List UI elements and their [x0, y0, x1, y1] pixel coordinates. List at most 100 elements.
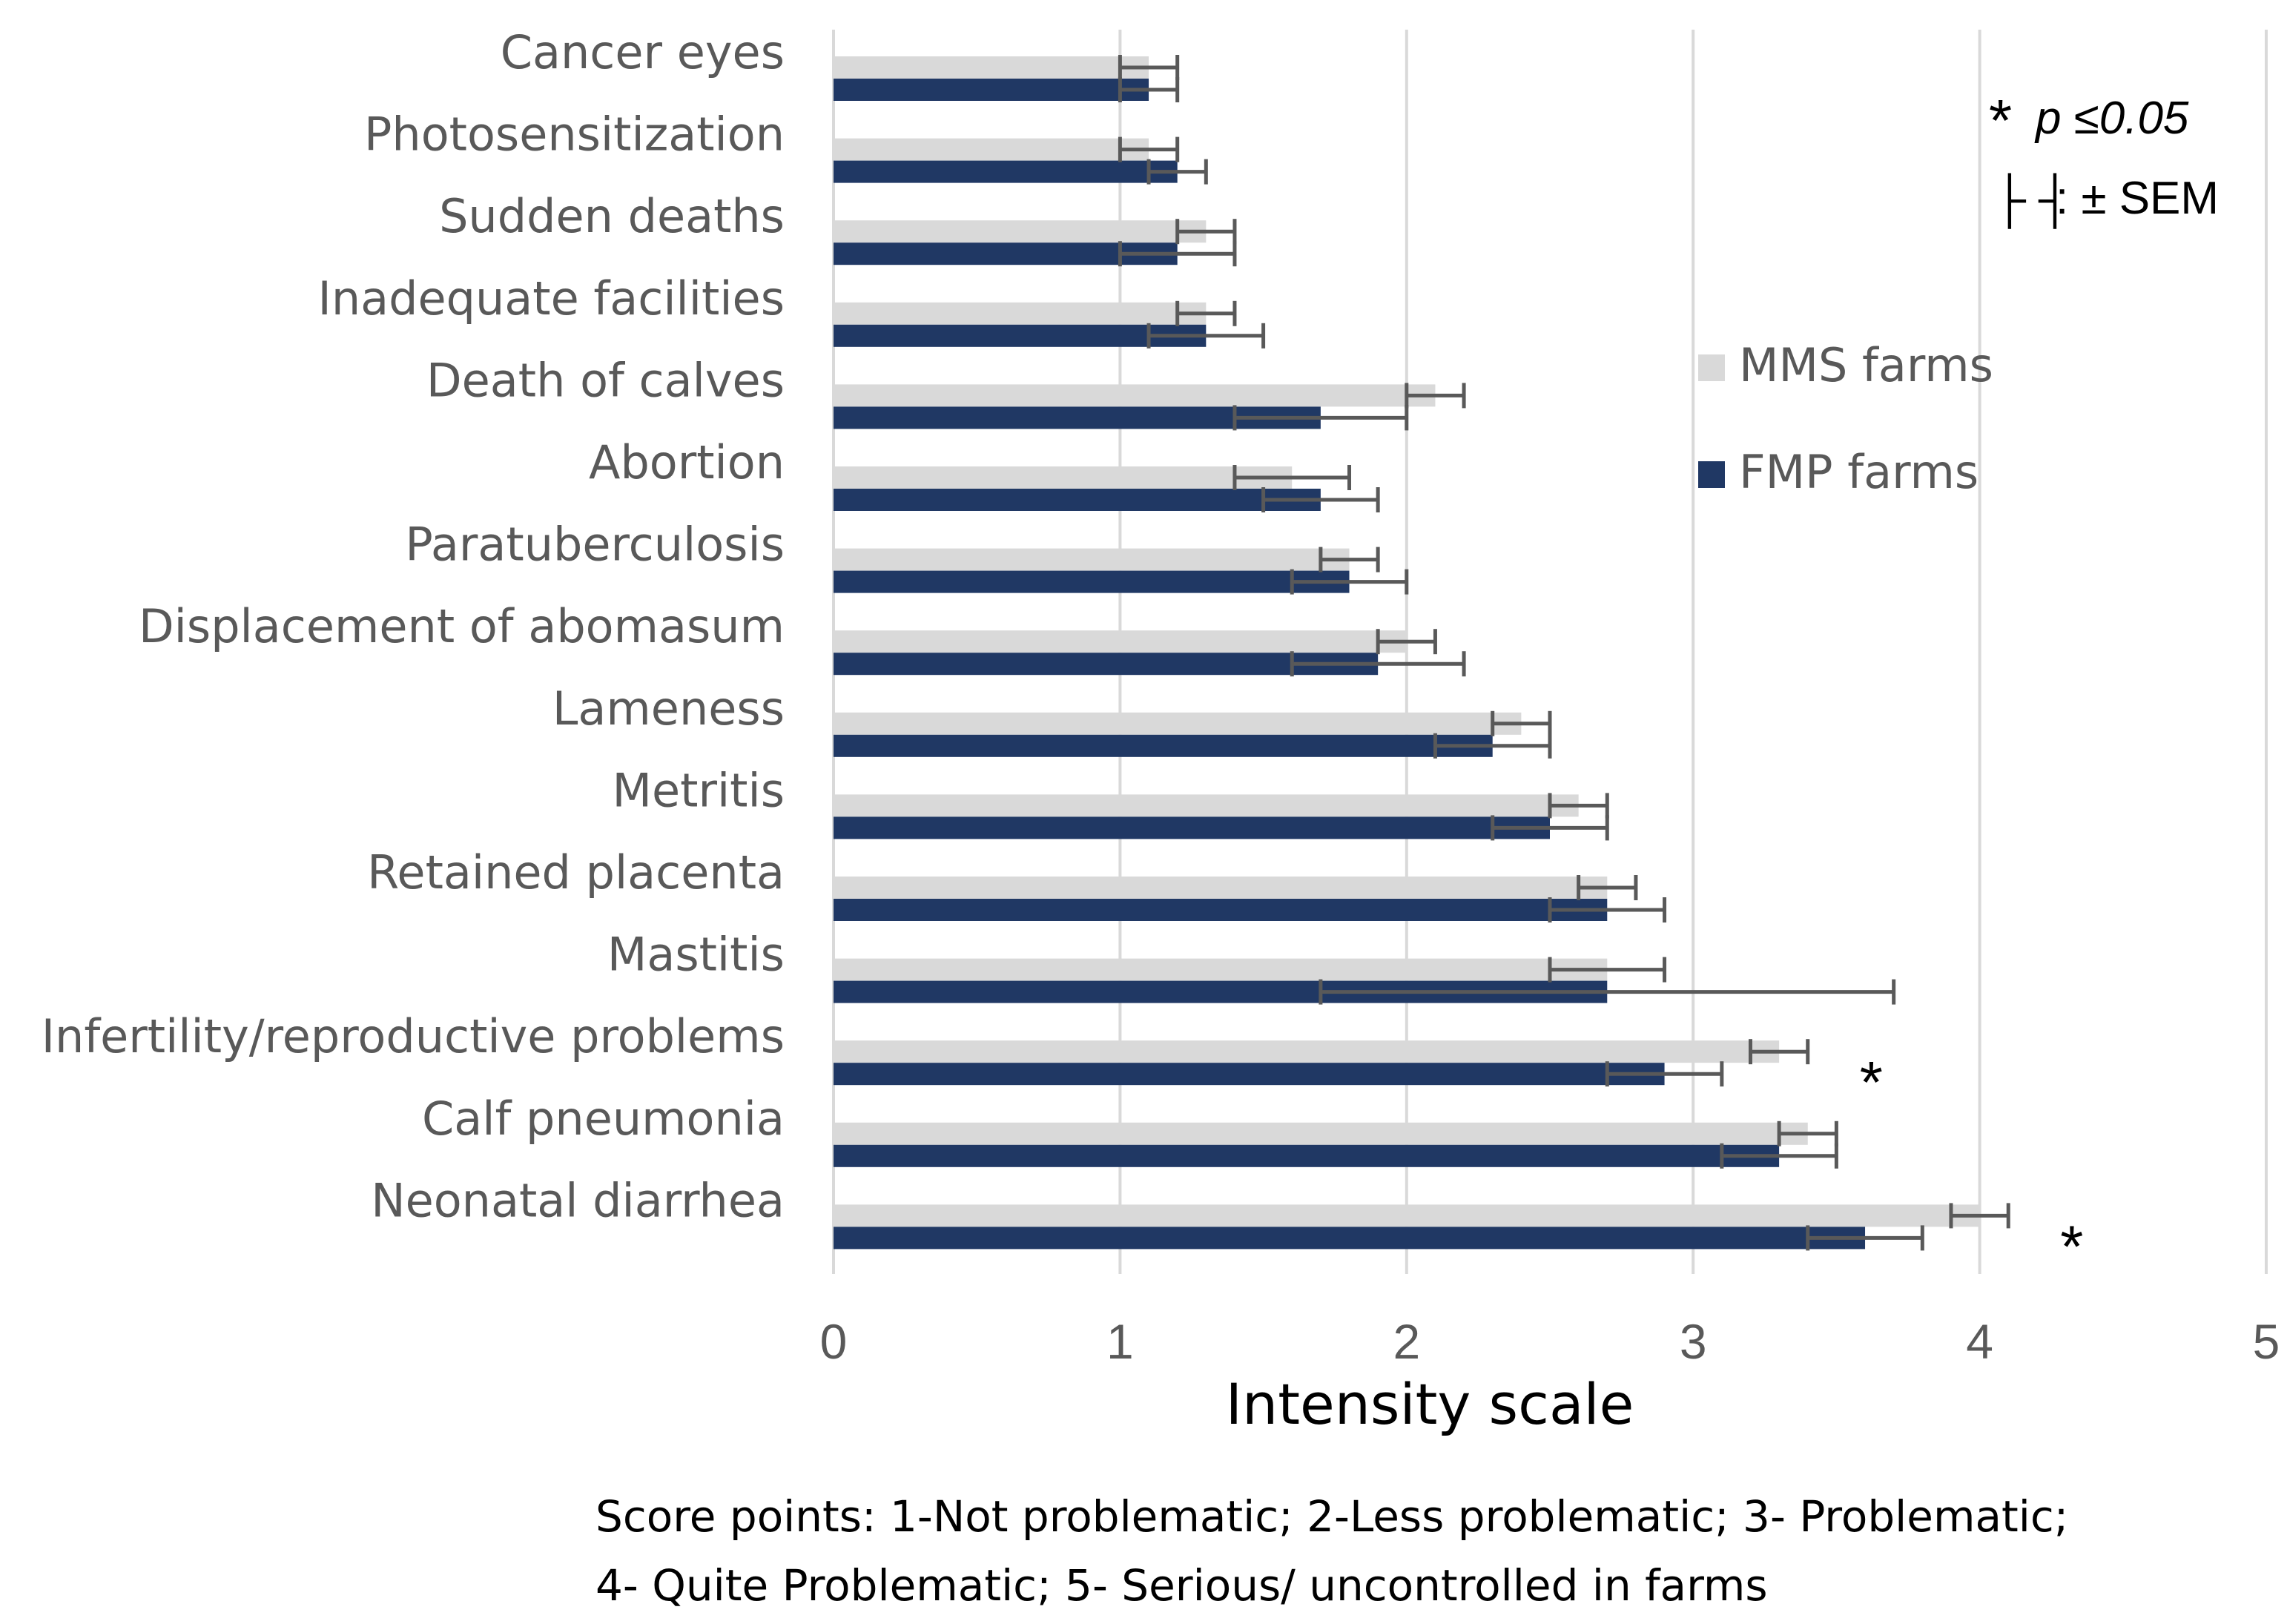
bar-mms-retained-placenta: [834, 877, 1608, 899]
error-bar-mms-mastitis: [1548, 957, 1667, 983]
bar-fmp-metritis: [834, 816, 1550, 839]
bar-mms-death-of-calves: [834, 384, 1436, 407]
x-axis-title: Intensity scale: [1226, 1371, 1634, 1437]
p-star: *: [1989, 88, 2012, 154]
error-bar-mms-death-of-calves: [1405, 383, 1466, 409]
error-bar-fmp-paratuberculosis: [1290, 569, 1409, 595]
error-bar-fmp-retained-placenta: [1548, 897, 1667, 922]
error-bar-mms-calf-pneumonia: [1777, 1120, 1838, 1146]
bar-fmp-infertility-reproductive-problems: [834, 1063, 1665, 1086]
error-bar-mms-retained-placenta: [1577, 875, 1638, 900]
category-label-paratuberculosis: Paratuberculosis: [405, 518, 785, 572]
error-bar-fmp-metritis: [1491, 815, 1609, 841]
error-bar-mms-neonatal-diarrhea: [1949, 1203, 2010, 1229]
x-tick-0: 0: [820, 1314, 848, 1369]
category-label-photosensitization: Photosensitization: [364, 108, 785, 162]
bar-mms-paratuberculosis: [834, 548, 1350, 571]
bar-fmp-abortion: [834, 489, 1321, 511]
significance-star-infertility-reproductive-problems: *: [1860, 1049, 1883, 1115]
x-tick-labels: 0 1 2 3 4 5: [820, 1314, 2280, 1369]
category-label-inadequate-facilities: Inadequate facilities: [318, 271, 785, 326]
x-tick-1: 1: [1106, 1314, 1134, 1369]
significance-annotation: * p ≤0.05 ├ ┤ : ± SEM: [1989, 88, 2219, 229]
legend-swatch-fmp: [1698, 461, 1725, 488]
error-bar-mms-abortion: [1232, 465, 1352, 490]
bar-fmp-lameness: [834, 734, 1493, 757]
bar-fmp-displacement-of-abomasum: [834, 653, 1379, 676]
bar-fmp-calf-pneumonia: [834, 1144, 1780, 1167]
significance-markers: **: [1860, 1049, 2084, 1279]
x-tick-3: 3: [1680, 1314, 1707, 1369]
bar-mms-abortion: [834, 466, 1293, 489]
category-label-retained-placenta: Retained placenta: [367, 845, 785, 900]
footnote-line-1: Score points: 1-Not problematic; 2-Less …: [595, 1491, 2068, 1542]
bar-mms-lameness: [834, 712, 1522, 735]
legend: MMS farms FMP farms: [1698, 338, 1993, 499]
x-tick-5: 5: [2253, 1314, 2280, 1369]
error-bar-mms-lameness: [1491, 710, 1552, 736]
error-bar-fmp-sudden-deaths: [1118, 241, 1237, 267]
legend-label-fmp: FMP farms: [1739, 445, 1979, 499]
error-bar-mms-paratuberculosis: [1319, 547, 1380, 572]
error-bar-fmp-mastitis: [1319, 979, 1896, 1005]
error-bar-fmp-displacement-of-abomasum: [1290, 651, 1466, 677]
bar-mms-sudden-deaths: [834, 220, 1207, 243]
x-tick-2: 2: [1393, 1314, 1420, 1369]
bar-mms-metritis: [834, 794, 1579, 817]
error-bar-mms-cancer-eyes: [1118, 55, 1180, 80]
bar-fmp-neonatal-diarrhea: [834, 1227, 1866, 1250]
bar-mms-displacement-of-abomasum: [834, 630, 1407, 653]
significance-star-neonatal-diarrhea: *: [2060, 1213, 2083, 1279]
bar-mms-inadequate-facilities: [834, 302, 1207, 325]
category-label-neonatal-diarrhea: Neonatal diarrhea: [371, 1173, 785, 1227]
error-bar-fmp-abortion: [1261, 487, 1380, 512]
error-bar-mms-metritis: [1548, 793, 1609, 819]
bar-fmp-photosensitization: [834, 160, 1178, 183]
category-label-death-of-calves: Death of calves: [426, 353, 785, 407]
p-label: p ≤0.05: [2034, 93, 2189, 144]
error-bar-fmp-inadequate-facilities: [1146, 323, 1266, 349]
category-label-displacement-of-abomasum: Displacement of abomasum: [139, 599, 785, 653]
bar-mms-photosensitization: [834, 138, 1149, 161]
sem-symbol: ├ ┤: [1993, 173, 2071, 229]
bar-mms-mastitis: [834, 958, 1608, 981]
error-bar-fmp-photosensitization: [1146, 159, 1208, 185]
category-label-calf-pneumonia: Calf pneumonia: [422, 1092, 785, 1146]
bars-layer: [834, 56, 1980, 1250]
bar-fmp-paratuberculosis: [834, 570, 1350, 593]
error-bar-fmp-calf-pneumonia: [1720, 1143, 1838, 1169]
error-bars-layer: [1118, 55, 2010, 1251]
error-bar-fmp-infertility-reproductive-problems: [1605, 1061, 1724, 1087]
bar-mms-calf-pneumonia: [834, 1122, 1808, 1145]
bar-fmp-inadequate-facilities: [834, 324, 1207, 347]
error-bar-mms-displacement-of-abomasum: [1376, 629, 1437, 655]
category-label-infertility-reproductive-problems: Infertility/reproductive problems: [42, 1009, 785, 1063]
error-bar-fmp-lameness: [1433, 733, 1552, 759]
sem-label: : ± SEM: [2056, 173, 2219, 224]
error-bar-fmp-death-of-calves: [1232, 405, 1409, 431]
bar-mms-cancer-eyes: [834, 56, 1149, 79]
error-bar-mms-infertility-reproductive-problems: [1748, 1039, 1810, 1065]
category-label-cancer-eyes: Cancer eyes: [501, 25, 785, 79]
legend-label-mms: MMS farms: [1739, 338, 1993, 392]
error-bar-mms-photosensitization: [1118, 136, 1180, 162]
bar-fmp-cancer-eyes: [834, 79, 1149, 101]
error-bar-mms-inadequate-facilities: [1175, 300, 1237, 326]
category-label-abortion: Abortion: [589, 435, 785, 489]
x-tick-4: 4: [1966, 1314, 1993, 1369]
bar-fmp-retained-placenta: [834, 899, 1608, 921]
error-bar-fmp-neonatal-diarrhea: [1806, 1225, 1924, 1251]
legend-swatch-mms: [1698, 354, 1725, 381]
category-labels: Cancer eyes Photosensitization Sudden deat…: [42, 25, 785, 1227]
error-bar-fmp-cancer-eyes: [1118, 77, 1180, 102]
category-label-lameness: Lameness: [552, 681, 785, 736]
footnote: Score points: 1-Not problematic; 2-Less …: [595, 1491, 2068, 1611]
category-label-sudden-deaths: Sudden deaths: [439, 189, 785, 243]
bar-mms-neonatal-diarrhea: [834, 1204, 1980, 1227]
category-label-mastitis: Mastitis: [607, 928, 785, 982]
footnote-line-2: 4- Quite Problematic; 5- Serious/ uncont…: [595, 1560, 1768, 1611]
error-bar-mms-sudden-deaths: [1175, 219, 1237, 245]
bar-mms-infertility-reproductive-problems: [834, 1040, 1780, 1063]
category-label-metritis: Metritis: [613, 763, 785, 817]
